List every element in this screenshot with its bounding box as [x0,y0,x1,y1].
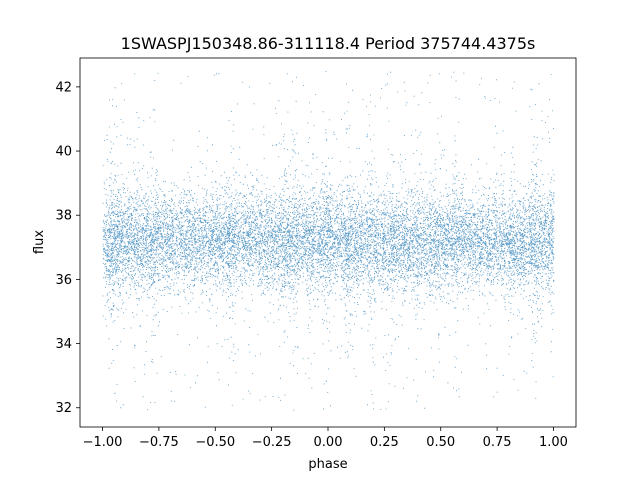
plot-area [79,57,577,428]
y-tick-label: 38 [55,209,72,224]
y-tick-label: 36 [55,273,72,288]
x-tick-label: −0.25 [252,435,292,450]
scatter-point-cloud [102,71,555,411]
y-axis: 32 34 36 38 40 42 [55,80,80,416]
x-axis-label: phase [308,457,347,472]
y-tick-label: 40 [55,145,72,160]
x-tick-label: 0.00 [314,435,343,450]
x-tick-label: 0.75 [483,435,512,450]
y-axis-label: flux [32,230,47,254]
data-points [102,71,555,411]
x-tick-label: −0.50 [195,435,235,450]
x-axis: −1.00 −0.75 −0.50 −0.25 0.00 0.25 0.50 0.75 1.00 [83,427,568,450]
x-tick-label: −0.75 [139,435,179,450]
chart-title: 1SWASPJ150348.86-311118.4 Period 375744.… [121,34,536,53]
y-tick-label: 34 [55,337,72,352]
x-tick-label: −1.00 [83,435,123,450]
x-tick-label: 0.50 [426,435,455,450]
y-tick-label: 42 [55,80,72,95]
x-tick-label: 0.25 [370,435,399,450]
y-tick-label: 32 [55,401,72,416]
x-tick-label: 1.00 [539,435,568,450]
